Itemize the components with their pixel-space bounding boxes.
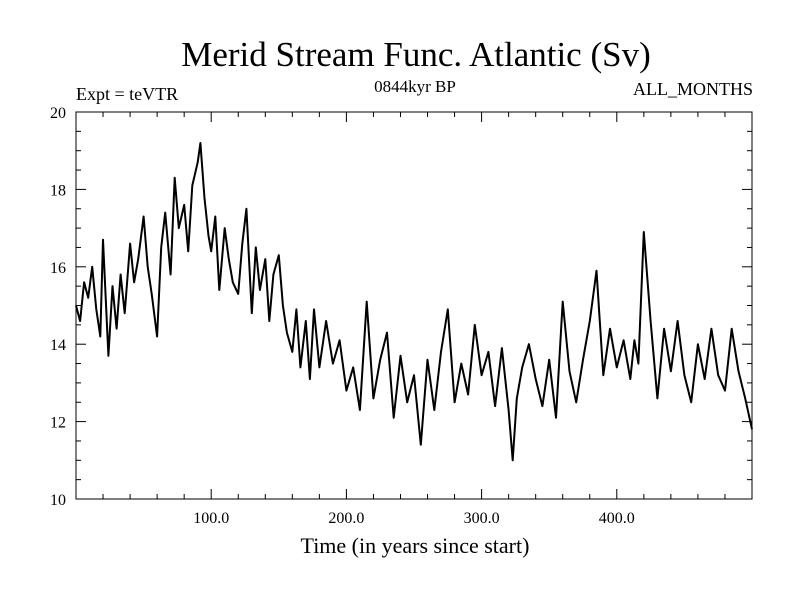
y-tick-label: 20: [50, 105, 66, 122]
y-tick-label: 14: [50, 337, 66, 354]
plot-area: 100.0 200.0 300.0 400.0 10 12 14 16 18 20: [50, 105, 753, 527]
y-tick-label: 10: [50, 492, 66, 509]
chart-title: Merid Stream Func. Atlantic (Sv): [181, 35, 651, 74]
x-tick-label: 200.0: [328, 510, 364, 527]
x-axis-label: Time (in years since start): [301, 533, 530, 558]
series-line: [75, 142, 753, 462]
x-tick-label: 100.0: [193, 510, 229, 527]
y-tick-label: 16: [50, 260, 66, 277]
y-tick-label: 18: [50, 182, 66, 199]
x-tick-label: 300.0: [464, 510, 500, 527]
subtitle-right: ALL_MONTHS: [633, 79, 753, 99]
subtitle-left: Expt = teVTR: [76, 84, 178, 104]
y-tick-label: 12: [50, 415, 66, 432]
subtitle-center: 0844kyr BP: [374, 77, 456, 96]
plot-frame: [75, 111, 753, 500]
x-tick-label: 400.0: [599, 510, 635, 527]
